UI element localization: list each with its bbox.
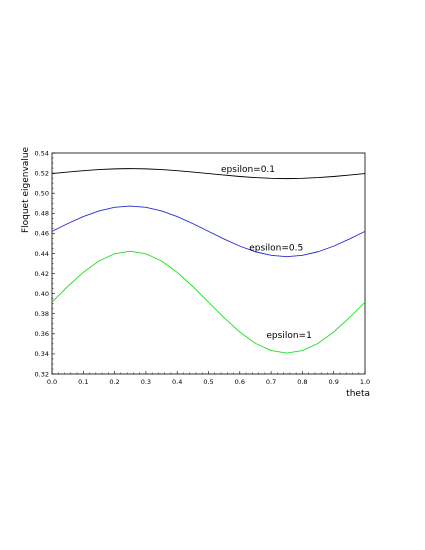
series-labels: epsilon=0.1 epsilon=0.5 epsilon=1	[221, 165, 312, 341]
y-tick-label: 0.46	[35, 230, 49, 238]
x-tick-label: 0.0	[47, 378, 57, 386]
series-label: epsilon=0.5	[249, 243, 303, 253]
x-tick-label: 1.0	[360, 378, 370, 386]
x-tick-label: 0.4	[172, 378, 182, 386]
y-tick-label: 0.44	[35, 250, 49, 258]
y-tick-label: 0.38	[35, 310, 49, 318]
series-line	[51, 205, 366, 258]
x-tick-label: 0.5	[203, 378, 213, 386]
y-tick-label: 0.34	[35, 350, 49, 358]
y-tick-label: 0.52	[35, 169, 49, 177]
series-label: epsilon=1	[266, 331, 311, 341]
plot-frame	[51, 152, 366, 375]
y-tick-label: 0.50	[35, 189, 49, 197]
x-tick-label: 0.1	[78, 378, 88, 386]
y-tick-label: 0.48	[35, 210, 49, 218]
x-tick-label: 0.6	[235, 378, 245, 386]
y-tick-label: 0.36	[35, 330, 49, 338]
series-line	[51, 250, 366, 354]
x-tick-label: 0.2	[109, 378, 119, 386]
series-line	[51, 168, 366, 180]
x-tick-label: 0.8	[297, 378, 307, 386]
y-tick-label: 0.54	[35, 149, 49, 157]
series-label: epsilon=0.1	[221, 165, 275, 175]
y-tick-label: 0.42	[35, 270, 49, 278]
y-axis-ticks: 0.32 0.34 0.36 0.38 0.40 0.42 0.44 0.46 0.48 0.50…	[35, 149, 55, 378]
y-axis-label: Floquet eigenvalue	[21, 146, 31, 233]
x-axis-label: theta	[346, 389, 370, 399]
y-tick-label: 0.40	[35, 290, 49, 298]
series-lines	[51, 168, 366, 354]
x-axis-ticks: 0.0 0.1 0.2 0.3 0.4 0.5 0.6 0.7 0.8 0.9 1.0	[47, 371, 370, 386]
x-tick-label: 0.3	[141, 378, 151, 386]
x-tick-label: 0.7	[266, 378, 276, 386]
y-tick-label: 0.32	[35, 370, 49, 378]
x-tick-label: 0.9	[329, 378, 339, 386]
